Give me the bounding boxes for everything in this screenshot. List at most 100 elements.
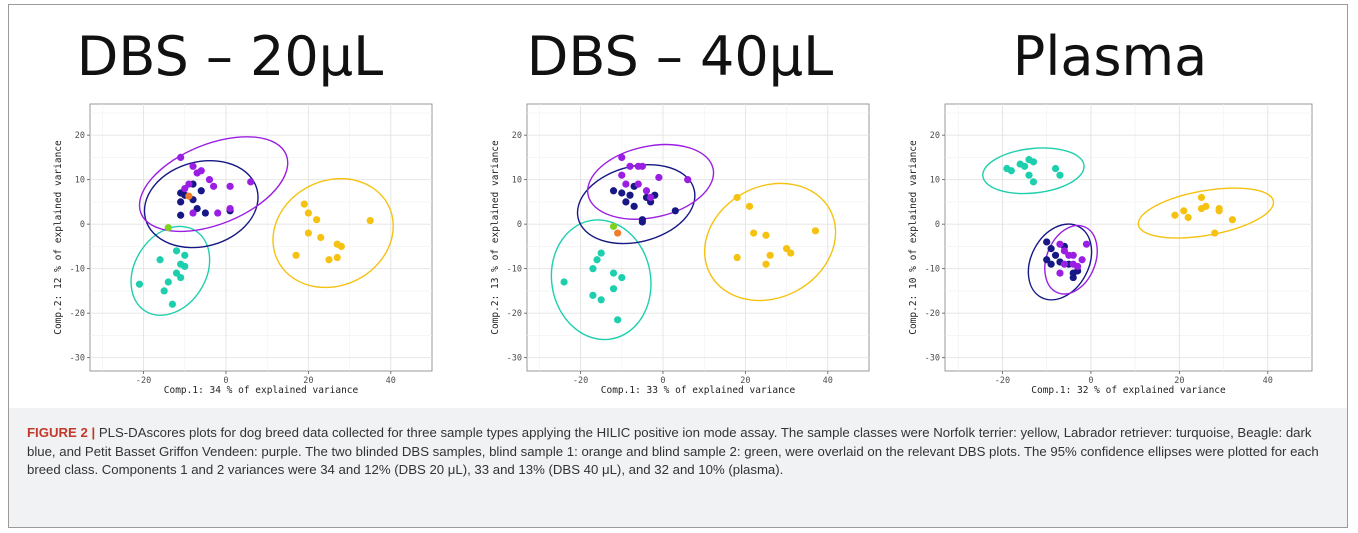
x-tick-label: 20 — [303, 376, 313, 386]
x-tick-label: 20 — [1174, 376, 1184, 386]
y-tick-label: -30 — [925, 354, 940, 364]
data-point-series-2 — [630, 202, 638, 210]
y-tick-label: -30 — [70, 354, 85, 364]
data-point-series-2 — [638, 218, 646, 226]
data-point-series-1 — [156, 256, 164, 264]
y-tick-label: 10 — [930, 176, 940, 186]
x-tick-label: 0 — [660, 376, 665, 386]
data-point-series-0 — [300, 200, 308, 208]
data-point-series-0 — [750, 229, 758, 237]
y-tick-label: -10 — [507, 265, 522, 275]
x-tick-label: -20 — [995, 376, 1010, 386]
data-point-series-3 — [189, 162, 197, 170]
figure-caption: FIGURE 2 | PLS-DAscores plots for dog br… — [9, 408, 1347, 527]
plot-area — [944, 103, 1313, 372]
data-point-series-2 — [177, 198, 185, 206]
data-point-series-3 — [226, 204, 234, 213]
data-point-series-0 — [1228, 216, 1237, 224]
data-point-series-2 — [201, 209, 209, 217]
confidence-ellipse-0 — [272, 177, 394, 289]
y-tick-label: -10 — [925, 265, 940, 275]
data-point-series-2 — [1069, 273, 1077, 282]
panel-title-dbs-40: DBS – 40μL — [526, 25, 834, 88]
data-point-series-3 — [684, 176, 692, 184]
data-point-series-3 — [1056, 269, 1064, 277]
data-point-series-0 — [325, 256, 333, 264]
x-tick-label: 40 — [823, 376, 833, 386]
data-point-series-3 — [618, 153, 626, 161]
data-point-series-3 — [205, 176, 214, 184]
data-point-series-3 — [618, 171, 626, 179]
data-point-series-0 — [1184, 213, 1192, 222]
data-point-series-3 — [1060, 260, 1068, 268]
data-point-series-1 — [614, 316, 622, 324]
data-point-series-1 — [1007, 167, 1015, 175]
data-point-series-0 — [787, 249, 795, 257]
plot-area — [526, 103, 870, 372]
data-point-series-3 — [1078, 256, 1086, 264]
data-point-series-0 — [292, 251, 300, 259]
data-point-series-2 — [671, 207, 679, 215]
y-tick-label: -30 — [507, 354, 522, 364]
x-tick-label: 40 — [1263, 376, 1273, 386]
x-tick-label: 20 — [740, 376, 750, 386]
y-tick-label: 20 — [75, 131, 85, 141]
data-point-series-0 — [766, 251, 774, 259]
data-point-series-5 — [609, 222, 618, 230]
data-point-series-2 — [618, 189, 626, 197]
y-tick-label: 20 — [930, 131, 940, 141]
x-tick-label: -20 — [136, 376, 151, 386]
data-point-series-2 — [1047, 245, 1055, 253]
data-point-series-3 — [1056, 240, 1064, 248]
data-point-series-3 — [1082, 240, 1091, 248]
data-point-series-2 — [197, 187, 205, 195]
data-point-series-1 — [135, 280, 144, 288]
data-point-series-2 — [1043, 256, 1051, 264]
data-point-series-2 — [1051, 251, 1060, 259]
data-point-series-1 — [1029, 158, 1038, 166]
data-point-series-0 — [304, 229, 312, 237]
data-point-series-3 — [214, 209, 222, 217]
y-tick-label: 0 — [935, 220, 940, 230]
data-point-series-1 — [172, 247, 181, 255]
data-point-series-0 — [811, 227, 820, 235]
data-point-series-2 — [622, 198, 630, 206]
data-point-series-0 — [733, 193, 741, 202]
data-point-series-1 — [597, 296, 605, 304]
data-point-series-3 — [1060, 247, 1068, 255]
data-point-series-1 — [593, 256, 601, 264]
panel-title-plasma: Plasma — [1012, 25, 1208, 88]
data-point-series-3 — [642, 187, 651, 195]
data-point-series-1 — [181, 262, 189, 271]
y-tick-label: -20 — [925, 309, 940, 319]
data-point-series-2 — [1047, 260, 1055, 268]
y-tick-label: 20 — [512, 131, 522, 141]
data-point-series-0 — [762, 231, 770, 239]
data-point-series-3 — [638, 162, 646, 170]
data-point-series-3 — [634, 180, 642, 188]
data-point-series-3 — [189, 209, 197, 217]
data-point-series-3 — [626, 162, 634, 170]
data-point-series-5 — [164, 224, 172, 232]
confidence-ellipse-2 — [1027, 223, 1093, 301]
data-point-series-1 — [1020, 162, 1029, 170]
data-point-series-2 — [609, 187, 618, 195]
data-point-series-3 — [247, 178, 255, 186]
data-point-series-0 — [313, 216, 321, 224]
data-point-series-0 — [745, 202, 754, 210]
data-point-series-0 — [1215, 207, 1223, 215]
data-point-series-3 — [177, 153, 185, 161]
data-point-series-1 — [1025, 171, 1033, 179]
y-axis-label: Comp.2: 12 % of explained variance — [53, 140, 64, 335]
panel-title-dbs-20: DBS – 20μL — [76, 25, 384, 88]
data-point-series-1 — [560, 278, 568, 286]
y-tick-label: 10 — [75, 176, 85, 186]
data-point-series-3 — [197, 167, 205, 175]
data-point-series-3 — [647, 193, 655, 202]
data-point-series-1 — [1056, 171, 1064, 179]
confidence-ellipse-3 — [587, 143, 715, 220]
y-axis-label: Comp.2: 13 % of explained variance — [490, 140, 501, 335]
y-tick-label: 10 — [512, 176, 522, 186]
y-axis-label: Comp.2: 10 % of explained variance — [908, 140, 919, 335]
